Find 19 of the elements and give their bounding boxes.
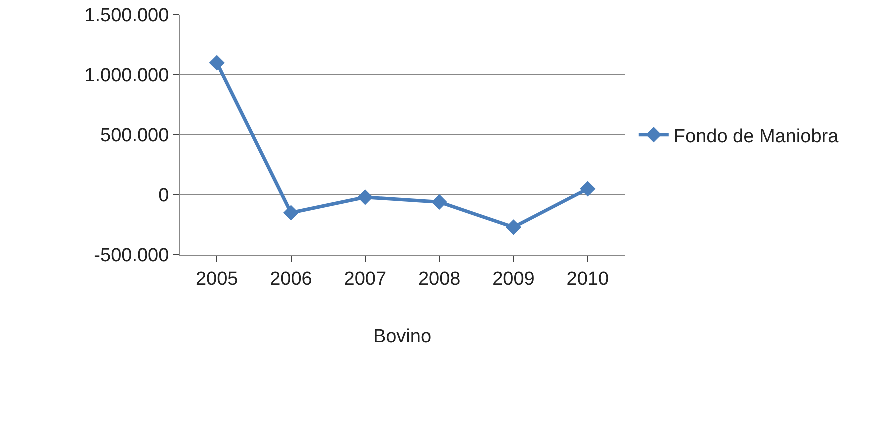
x-axis-title: Bovino [373,326,432,348]
point [209,55,225,71]
y-tick-label: 1.000.000 [84,66,170,87]
y-tick-label: 500.000 [100,126,170,147]
x-tick-label: 2005 [196,268,238,290]
x-tick-label: 2006 [270,268,312,290]
point [283,205,300,221]
y-tick-label: 1.500.000 [84,6,170,27]
x-tick-label: 2010 [566,268,610,290]
y-tick-label: 0 [158,186,170,207]
x-tick-label: 2007 [344,268,387,290]
y-tick-label: -500.000 [94,246,170,267]
x-tick-label: 2008 [418,268,461,290]
point [432,194,448,210]
legend-label: Fondo de Maniobra [674,126,840,148]
point [580,181,596,197]
point [506,220,522,236]
point [358,190,374,206]
x-tick-label: 2009 [492,268,535,290]
